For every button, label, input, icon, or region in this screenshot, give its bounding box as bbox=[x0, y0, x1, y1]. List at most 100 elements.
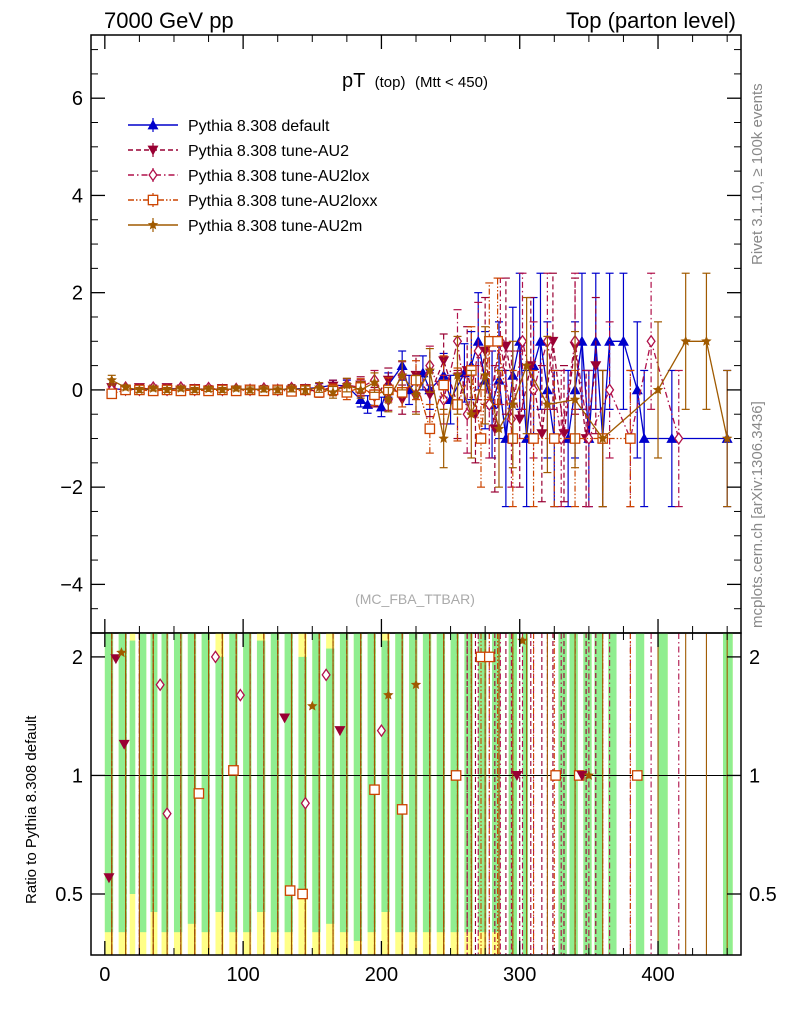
ratio-point-au2lox bbox=[162, 806, 172, 821]
ratio-axes: 0.5 0.5 1 1 2 2 0 100 200 300 400 bbox=[55, 633, 777, 986]
ratio-band-green bbox=[583, 633, 592, 955]
ratio-xtick-label: 200 bbox=[365, 964, 398, 986]
data-point-au2m bbox=[161, 384, 173, 395]
data-point-default bbox=[534, 335, 546, 346]
ratio-band-green bbox=[381, 640, 390, 913]
ratio-band-green bbox=[339, 633, 349, 933]
ratio-point-au2 bbox=[279, 713, 291, 724]
main-ytick-label: −2 bbox=[60, 477, 83, 499]
main-title-sub: (top) bbox=[375, 74, 406, 91]
ratio-band-green bbox=[723, 633, 733, 955]
data-point-au2loxx bbox=[528, 433, 539, 444]
data-point-au2lox bbox=[517, 334, 528, 348]
legend-label-au2: Pythia 8.308 tune-AU2 bbox=[188, 143, 349, 160]
ratio-point-au2loxx bbox=[297, 888, 308, 900]
data-point-au2m bbox=[355, 384, 366, 395]
data-point-au2m bbox=[217, 384, 228, 395]
ratio-ytick-label-right: 2 bbox=[749, 647, 760, 669]
ratio-ytick-label: 0.5 bbox=[55, 884, 83, 906]
data-point-au2m bbox=[701, 335, 712, 346]
legend-marker-au2m bbox=[147, 219, 159, 230]
ratio-band-green bbox=[464, 633, 473, 933]
ratio-band-green bbox=[270, 633, 280, 933]
ratio-band-green bbox=[569, 633, 578, 955]
data-point-au2loxx bbox=[106, 388, 118, 400]
rivet-label: Rivet 3.1.10, ≥ 100k events bbox=[749, 83, 766, 265]
main-data-layer bbox=[106, 272, 733, 508]
data-point-au2m bbox=[424, 364, 436, 375]
ratio-band-green bbox=[522, 633, 529, 955]
ratio-point-au2m bbox=[116, 647, 127, 658]
ratio-band-green bbox=[312, 633, 321, 933]
main-ytick-label: 2 bbox=[72, 283, 83, 305]
data-point-default bbox=[362, 398, 374, 409]
data-point-au2lox bbox=[646, 334, 656, 348]
main-title: pT (top) (Mtt < 450) bbox=[342, 70, 488, 92]
data-point-au2loxx bbox=[424, 423, 436, 435]
ratio-point-au2 bbox=[511, 771, 523, 781]
data-point-au2 bbox=[558, 429, 570, 440]
ratio-band-green bbox=[558, 633, 567, 955]
data-point-au2m bbox=[521, 360, 532, 371]
ratio-band-green bbox=[229, 633, 238, 933]
ratio-point-au2lox bbox=[210, 650, 221, 664]
ratio-band-green bbox=[284, 633, 293, 933]
ratio-point-au2m bbox=[410, 679, 422, 690]
data-point-default bbox=[355, 394, 367, 405]
ratio-point-au2loxx bbox=[483, 651, 495, 663]
data-point-au2m bbox=[120, 381, 131, 392]
ratio-point-au2lox bbox=[300, 796, 311, 810]
ratio-band-green bbox=[409, 633, 418, 933]
ratio-point-au2loxx bbox=[369, 784, 380, 796]
data-point-au2 bbox=[536, 429, 548, 440]
main-ytick-label: 0 bbox=[72, 380, 83, 402]
legend-label-default: Pythia 8.308 default bbox=[188, 118, 330, 135]
data-point-au2loxx bbox=[475, 433, 487, 444]
ratio-band-green bbox=[173, 633, 183, 933]
data-point-au2 bbox=[590, 361, 602, 372]
data-point-au2loxx bbox=[438, 379, 449, 391]
ratio-point-au2loxx bbox=[450, 770, 462, 781]
ratio-band-green bbox=[658, 633, 668, 955]
data-point-au2m bbox=[148, 382, 159, 393]
ratio-point-au2lox bbox=[376, 723, 387, 738]
series-au2m bbox=[106, 272, 733, 508]
main-title-cut: (Mtt < 450) bbox=[415, 74, 488, 91]
main-ytick-label: 6 bbox=[72, 88, 83, 110]
ratio-point-au2loxx bbox=[396, 804, 408, 815]
ratio-point-au2 bbox=[576, 771, 588, 781]
ratio-point-au2lox bbox=[321, 668, 331, 682]
mcplots-label: mcplots.cern.ch [arXiv:1306.3436] bbox=[749, 401, 766, 628]
main-ytick-label: 4 bbox=[72, 185, 83, 207]
ratio-band-green bbox=[187, 633, 197, 924]
data-point-au2m bbox=[542, 399, 553, 409]
ratio-band-green bbox=[215, 656, 224, 913]
ratio-band-green bbox=[161, 633, 169, 933]
data-point-au2lox bbox=[674, 431, 684, 446]
ratio-band-green bbox=[243, 633, 252, 933]
ratio-point-au2 bbox=[334, 726, 346, 737]
data-point-au2m bbox=[597, 433, 608, 443]
ratio-band-green bbox=[422, 633, 432, 933]
ratio-point-au2loxx bbox=[550, 770, 562, 781]
data-point-au2m bbox=[652, 384, 664, 395]
data-point-au2m bbox=[244, 384, 256, 395]
ratio-band-green bbox=[635, 633, 645, 955]
data-point-au2m bbox=[493, 423, 505, 434]
ratio-panel: 0.5 0.5 1 1 2 2 0 100 200 300 400 Ratio to Pythia … bbox=[23, 632, 777, 986]
data-point-au2m bbox=[438, 433, 449, 443]
ratio-point-au2loxx bbox=[193, 788, 205, 799]
legend-marker-default bbox=[147, 119, 159, 130]
ratio-point-au2m bbox=[383, 689, 394, 700]
data-point-au2 bbox=[396, 395, 408, 406]
ratio-band-green bbox=[478, 633, 487, 933]
data-point-default bbox=[638, 433, 650, 443]
data-point-au2m bbox=[272, 384, 283, 395]
ratio-point-au2lox bbox=[235, 688, 246, 702]
ratio-point-au2loxx bbox=[631, 770, 643, 781]
data-point-au2m bbox=[569, 394, 581, 405]
data-point-default bbox=[617, 335, 629, 346]
data-point-au2m bbox=[258, 383, 270, 394]
ratio-ytick-label-right: 1 bbox=[749, 765, 760, 787]
data-point-au2loxx bbox=[492, 335, 503, 347]
